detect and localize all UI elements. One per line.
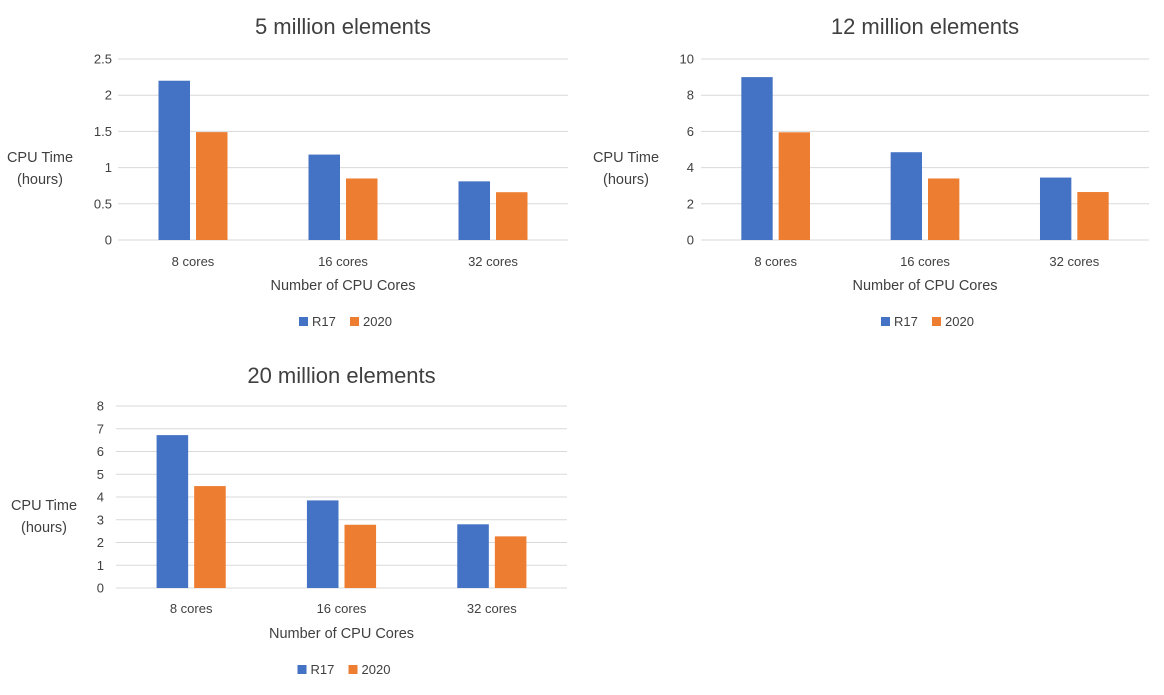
legend-label: 2020 xyxy=(363,314,392,329)
y-tick-label: 0 xyxy=(687,233,694,248)
x-tick-label: 16 cores xyxy=(317,601,367,616)
legend: R17 2020 xyxy=(297,662,391,677)
y-axis-label: CPU Time (hours) xyxy=(7,150,73,188)
chart-title: 12 million elements xyxy=(831,14,1019,39)
x-axis-label: Number of CPU Cores xyxy=(270,278,415,294)
x-tick-label: 8 cores xyxy=(754,254,797,269)
y-tick-label: 1 xyxy=(105,160,112,175)
y-tick-label: 5 xyxy=(97,467,104,482)
bar-r17-8-cores xyxy=(741,77,773,240)
bar-2020-16-cores xyxy=(927,178,960,240)
bar-2020-8-cores xyxy=(196,132,228,240)
bar-r17-32-cores xyxy=(1039,177,1072,240)
legend-swatch xyxy=(932,317,941,326)
y-tick-label: 1 xyxy=(97,558,104,573)
y-tick-label: 4 xyxy=(97,490,104,505)
chart-1: 5 million elements 0 0.5 1 1.5 2 2.5 CPU Time (h… xyxy=(7,14,568,329)
bar-r17-16-cores xyxy=(890,152,923,240)
y-tick-label: 2 xyxy=(97,535,104,550)
y-tick-label: 3 xyxy=(97,512,104,527)
y-tick-label: 2 xyxy=(687,196,694,211)
chart-2: 12 million elements 0 2 4 6 8 10 CPU Time (hours… xyxy=(593,14,1149,329)
y-axis-label: CPU Time (hours) xyxy=(11,498,77,536)
bar-2020-32-cores xyxy=(496,192,528,240)
bar-r17-8-cores xyxy=(158,80,190,240)
y-tick-label: 0 xyxy=(105,233,112,248)
y-tick-label: 2.5 xyxy=(94,52,112,67)
y-tick-label: 8 xyxy=(97,399,104,414)
bar-2020-16-cores xyxy=(346,178,378,240)
y-tick-label: 8 xyxy=(687,88,694,103)
legend-label: 2020 xyxy=(362,662,391,677)
bar-2020-32-cores xyxy=(494,536,527,588)
y-axis-label: CPU Time (hours) xyxy=(593,150,659,188)
chart-title: 5 million elements xyxy=(255,14,431,39)
legend-swatch xyxy=(348,665,358,674)
legend-swatch xyxy=(350,317,359,326)
legend-swatch xyxy=(299,317,308,326)
bar-r17-8-cores xyxy=(156,435,189,588)
legend-label: 2020 xyxy=(945,314,974,329)
legend-swatch xyxy=(881,317,890,326)
chart-title: 20 million elements xyxy=(247,363,435,388)
bar-r17-16-cores xyxy=(308,154,340,240)
legend: R17 2020 xyxy=(881,314,974,329)
y-tick-label: 0 xyxy=(97,581,104,596)
bar-r17-32-cores xyxy=(457,524,489,588)
x-tick-label: 8 cores xyxy=(172,254,215,269)
x-tick-label: 8 cores xyxy=(170,601,213,616)
x-axis-label: Number of CPU Cores xyxy=(269,626,414,642)
bar-r17-16-cores xyxy=(306,500,339,588)
bar-2020-8-cores xyxy=(194,486,226,588)
legend-label: R17 xyxy=(894,314,918,329)
x-axis-label: Number of CPU Cores xyxy=(852,278,997,294)
y-tick-label: 0.5 xyxy=(94,196,112,211)
x-tick-label: 16 cores xyxy=(900,254,950,269)
y-tick-label: 6 xyxy=(97,444,104,459)
legend-swatch xyxy=(297,665,307,674)
legend-label: R17 xyxy=(312,314,336,329)
bar-2020-16-cores xyxy=(344,524,377,588)
x-tick-label: 16 cores xyxy=(318,254,368,269)
x-tick-label: 32 cores xyxy=(1049,254,1099,269)
bar-2020-8-cores xyxy=(778,132,811,240)
bar-2020-32-cores xyxy=(1077,192,1109,240)
x-tick-label: 32 cores xyxy=(468,254,518,269)
bar-r17-32-cores xyxy=(458,181,490,240)
y-tick-label: 6 xyxy=(687,124,694,139)
y-tick-label: 4 xyxy=(687,160,694,175)
y-tick-label: 7 xyxy=(97,421,104,436)
x-tick-label: 32 cores xyxy=(467,601,517,616)
chart-3: 20 million elements 0 1 2 3 4 5 6 7 8 CPU Time (hou… xyxy=(11,363,567,677)
legend: R17 2020 xyxy=(299,314,392,329)
legend-label: R17 xyxy=(311,662,335,677)
y-tick-label: 1.5 xyxy=(94,124,112,139)
y-tick-label: 2 xyxy=(105,88,112,103)
y-tick-label: 10 xyxy=(680,52,694,67)
